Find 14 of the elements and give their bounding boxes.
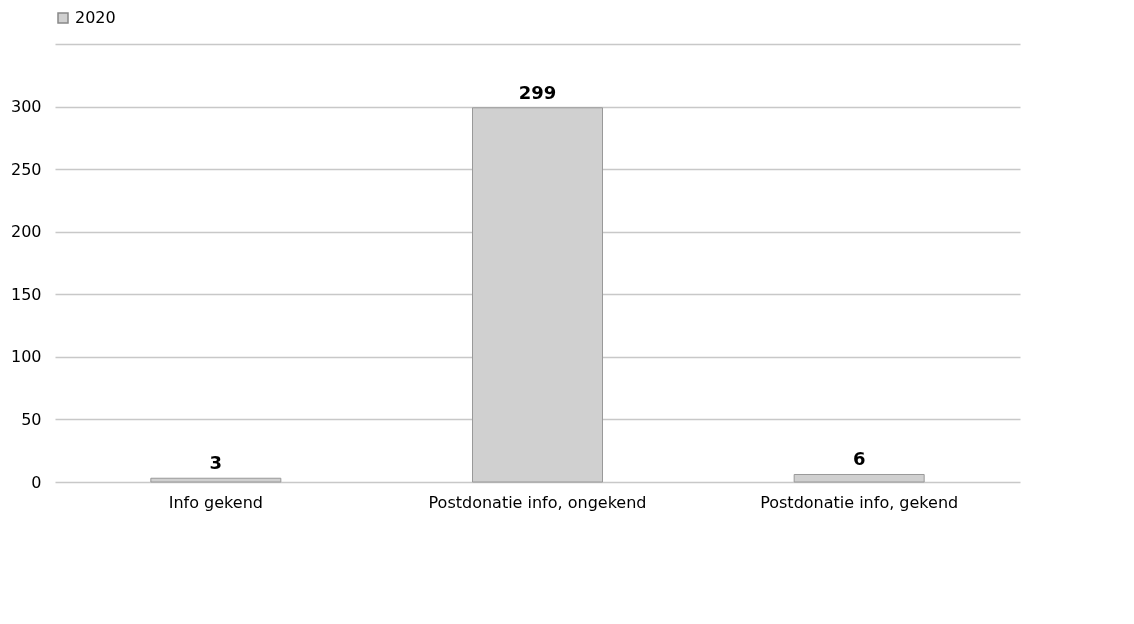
data-label: 299 xyxy=(518,81,557,103)
y-tick-label: 100 xyxy=(10,347,42,367)
x-tick-label: Info gekend xyxy=(168,492,263,512)
x-tick-label: Postdonatie info, gekend xyxy=(760,492,959,512)
y-tick-label: 200 xyxy=(10,222,42,242)
data-label: 6 xyxy=(852,448,866,470)
x-tick-label: Postdonatie info, ongekend xyxy=(428,492,647,512)
y-tick-label: 300 xyxy=(10,97,42,117)
y-tick-label: 250 xyxy=(10,159,42,179)
legend-label: 2020 xyxy=(75,8,116,27)
y-tick-label: 50 xyxy=(21,409,42,429)
y-tick-label: 0 xyxy=(31,472,42,492)
data-label: 3 xyxy=(209,452,223,474)
y-tick-label: 150 xyxy=(10,284,42,304)
